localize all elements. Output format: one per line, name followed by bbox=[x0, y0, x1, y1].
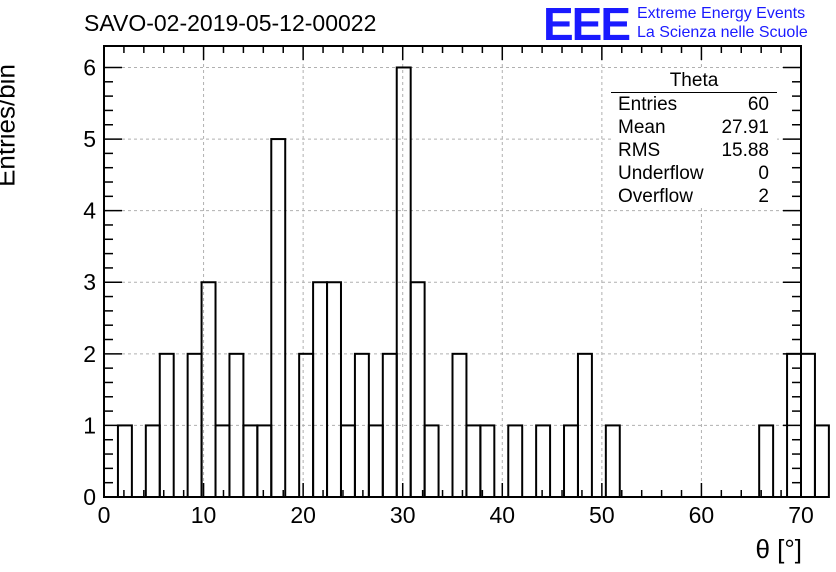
histogram-bin bbox=[409, 281, 426, 498]
stats-row-mean: Mean 27.91 bbox=[611, 116, 777, 139]
histogram-bin bbox=[507, 424, 524, 498]
x-tick-label: 60 bbox=[689, 502, 715, 528]
x-axis-label: θ [°] bbox=[755, 534, 802, 564]
histogram-bin bbox=[144, 424, 161, 498]
histogram-bin bbox=[367, 424, 384, 498]
stats-value: 27.91 bbox=[721, 117, 769, 138]
histogram-bin bbox=[326, 281, 342, 498]
stats-value: 15.88 bbox=[721, 140, 769, 161]
histogram-bin bbox=[298, 352, 315, 499]
histogram-bin bbox=[535, 424, 552, 498]
histogram-bin bbox=[800, 352, 816, 499]
run-title: SAVO-02-2019-05-12-00022 bbox=[84, 10, 377, 36]
eee-logo: EEE bbox=[543, 0, 631, 50]
histogram-bin bbox=[563, 424, 579, 498]
plot-frame bbox=[103, 45, 802, 498]
stats-label: Underflow bbox=[618, 163, 704, 184]
x-tick-label: 10 bbox=[191, 502, 217, 528]
y-tick-label: 4 bbox=[83, 198, 96, 224]
stats-label: Entries bbox=[618, 94, 678, 115]
stats-box: Theta Entries 60 Mean 27.91 RMS 15.88 Un… bbox=[611, 70, 777, 208]
histogram-bin bbox=[758, 424, 775, 498]
histogram-bin bbox=[270, 138, 287, 498]
histogram-bin bbox=[339, 424, 356, 498]
stats-title: Theta bbox=[611, 70, 777, 93]
stats-row-overflow: Overflow 2 bbox=[611, 185, 777, 208]
histogram-bin bbox=[604, 424, 621, 498]
logo-caption-line2: La Scienza nelle Scuole bbox=[637, 24, 808, 41]
x-tick-label: 40 bbox=[489, 502, 515, 528]
histogram-bin bbox=[813, 424, 830, 498]
histogram-bin bbox=[116, 424, 133, 498]
y-tick-label: 0 bbox=[83, 484, 96, 510]
y-tick-label: 1 bbox=[83, 412, 96, 438]
y-tick-label: 6 bbox=[83, 54, 96, 80]
x-tick-label: 20 bbox=[290, 502, 316, 528]
x-tick-label: 70 bbox=[788, 502, 814, 528]
y-tick-label: 3 bbox=[83, 269, 96, 295]
stats-label: Overflow bbox=[618, 186, 693, 207]
stats-row-entries: Entries 60 bbox=[611, 93, 777, 116]
histogram-bin bbox=[479, 424, 496, 498]
histogram-bin bbox=[423, 424, 440, 498]
stats-value: 0 bbox=[758, 163, 769, 184]
stats-value: 2 bbox=[758, 186, 769, 207]
histogram-bin bbox=[214, 424, 231, 498]
histogram-bin bbox=[465, 424, 482, 498]
y-axis-label: Entries/bin bbox=[0, 64, 21, 187]
x-tick-label: 0 bbox=[98, 502, 111, 528]
logo-caption: Extreme Energy Events La Scienza nelle S… bbox=[637, 4, 808, 42]
x-tick-label: 30 bbox=[390, 502, 416, 528]
y-tick-label: 2 bbox=[83, 341, 96, 367]
histogram-bin bbox=[256, 424, 273, 498]
stats-value: 60 bbox=[747, 94, 769, 115]
stats-label: Mean bbox=[618, 117, 666, 138]
stats-row-rms: RMS 15.88 bbox=[611, 139, 777, 162]
stats-label: RMS bbox=[618, 140, 661, 161]
histogram-bin bbox=[242, 424, 259, 498]
histogram-bin bbox=[312, 281, 329, 498]
y-tick-label: 5 bbox=[83, 126, 96, 152]
stats-row-underflow: Underflow 0 bbox=[611, 162, 777, 185]
x-tick-label: 50 bbox=[589, 502, 615, 528]
logo-caption-line1: Extreme Energy Events bbox=[637, 5, 806, 22]
